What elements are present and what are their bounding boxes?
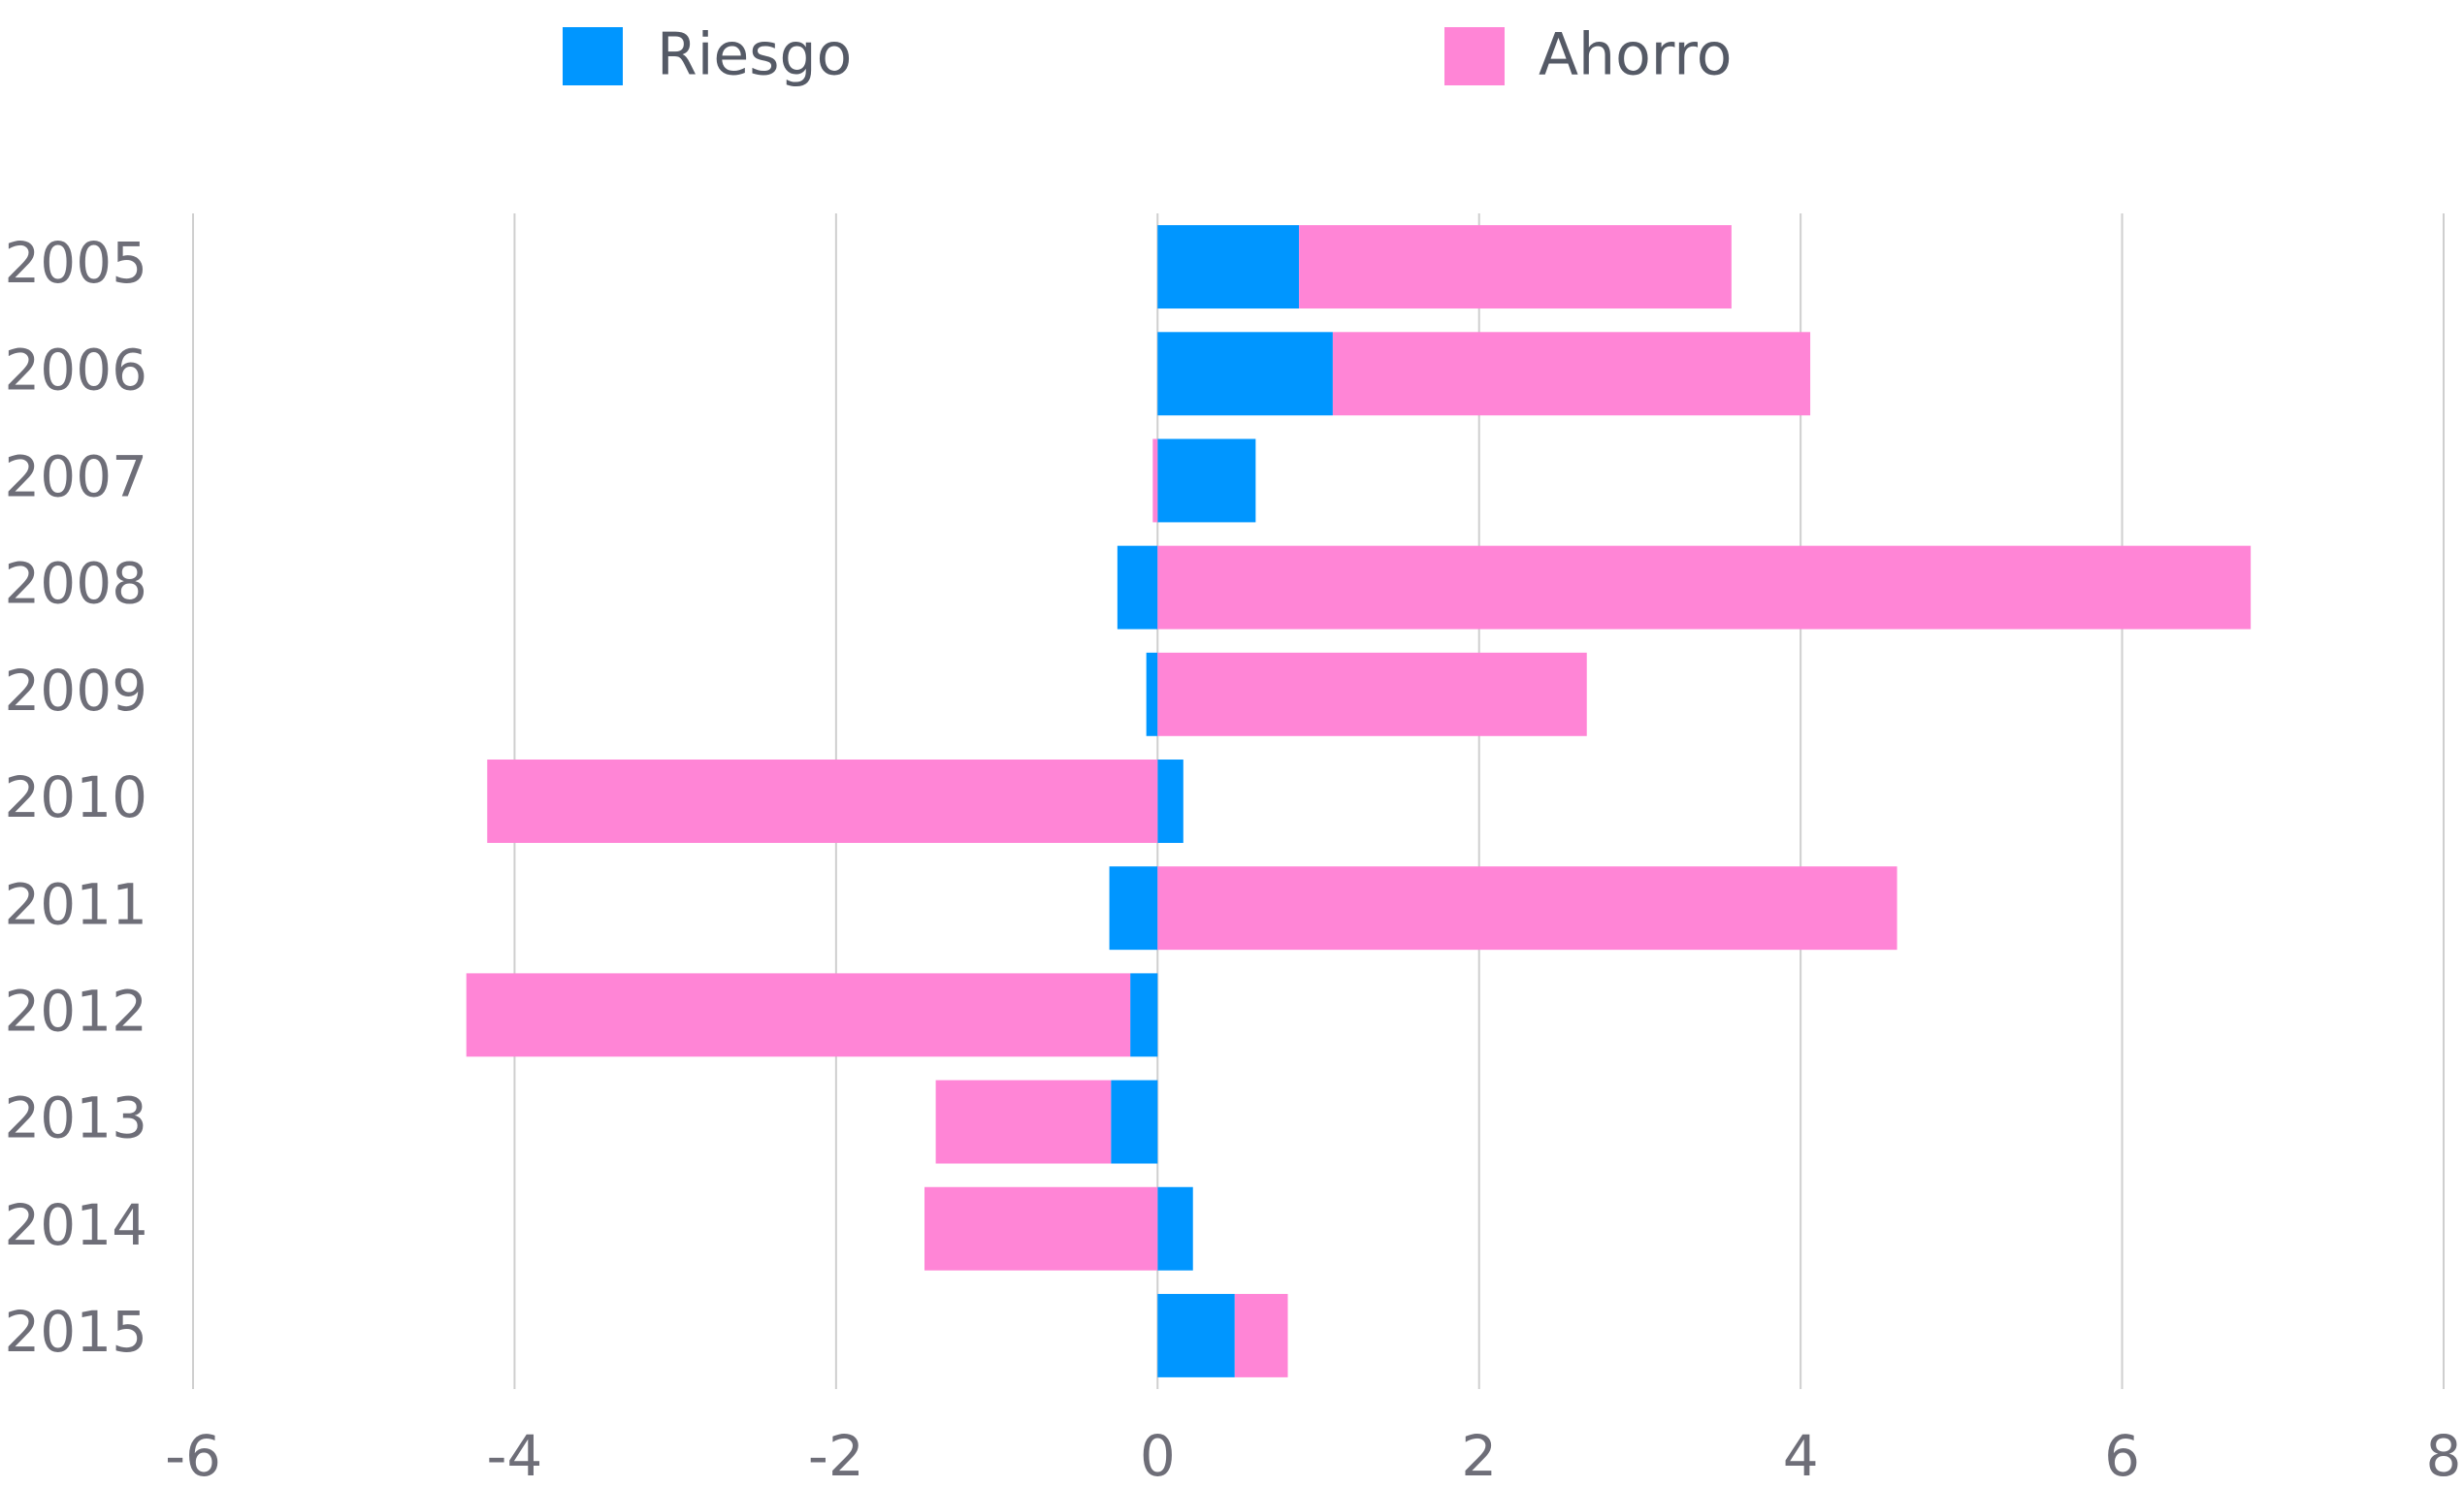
y-tick-label: 2006 bbox=[4, 337, 147, 403]
y-tick-label: 2012 bbox=[4, 978, 147, 1044]
x-tick-label: 2 bbox=[1461, 1423, 1497, 1488]
bar bbox=[1157, 545, 2252, 630]
bar bbox=[1157, 760, 1183, 843]
bar bbox=[487, 760, 1158, 843]
bar bbox=[1299, 225, 1732, 309]
y-tick-label: 2009 bbox=[4, 658, 147, 724]
bar bbox=[935, 1080, 1112, 1164]
bar bbox=[1157, 652, 1587, 736]
x-tick-label: 0 bbox=[1140, 1423, 1176, 1488]
legend-label: Riesgo bbox=[657, 21, 852, 89]
bar bbox=[1157, 1293, 1235, 1377]
x-tick-label: -6 bbox=[165, 1423, 221, 1488]
x-tick-label: 4 bbox=[1783, 1423, 1819, 1488]
bar bbox=[466, 973, 1131, 1057]
bar bbox=[1157, 225, 1300, 309]
y-tick-label: 2013 bbox=[4, 1085, 147, 1151]
bar bbox=[1157, 438, 1256, 523]
x-tick-label: -4 bbox=[487, 1423, 543, 1488]
bar bbox=[924, 1186, 1158, 1271]
bar bbox=[1130, 973, 1158, 1057]
legend-swatch bbox=[1444, 27, 1505, 85]
y-tick-label: 2007 bbox=[4, 444, 147, 510]
bar bbox=[1157, 1186, 1193, 1271]
y-tick-label: 2011 bbox=[4, 871, 147, 937]
bar bbox=[1234, 1293, 1288, 1377]
x-tick-label: 6 bbox=[2104, 1423, 2140, 1488]
bar bbox=[1109, 866, 1158, 951]
legend-swatch bbox=[563, 27, 623, 85]
y-tick-label: 2014 bbox=[4, 1192, 147, 1258]
bar bbox=[1117, 545, 1158, 630]
bar bbox=[1332, 332, 1811, 416]
y-tick-label: 2010 bbox=[4, 764, 147, 830]
x-tick-label: -2 bbox=[808, 1423, 864, 1488]
legend-label: Ahorro bbox=[1539, 21, 1732, 89]
x-tick-label: 8 bbox=[2426, 1423, 2462, 1488]
bar bbox=[1157, 332, 1333, 416]
bar bbox=[1152, 438, 1158, 523]
bar bbox=[1157, 866, 1897, 951]
bar bbox=[1111, 1080, 1158, 1164]
bar bbox=[1146, 652, 1158, 736]
y-tick-label: 2005 bbox=[4, 230, 147, 296]
y-tick-label: 2015 bbox=[4, 1299, 147, 1365]
y-tick-label: 2008 bbox=[4, 551, 147, 617]
